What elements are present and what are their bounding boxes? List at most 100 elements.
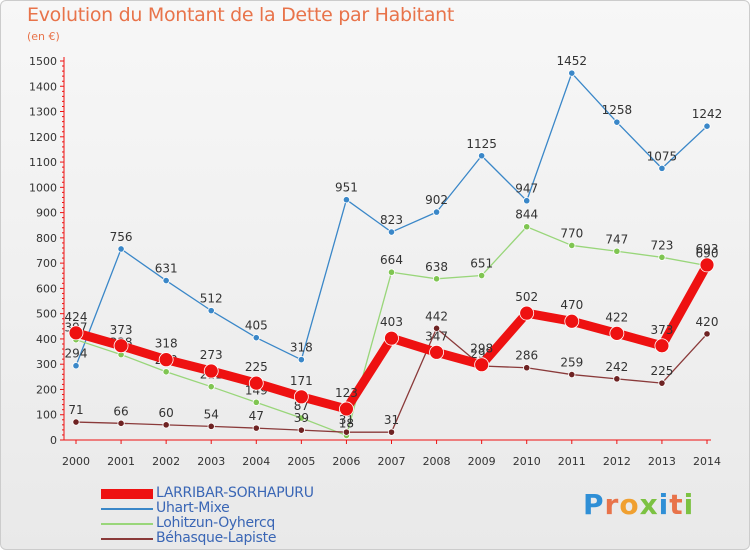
data-label-b-hasque-lapiste: 71 (68, 403, 83, 417)
y-tick-label: 900 (36, 207, 57, 220)
legend-swatch (101, 489, 153, 499)
data-point-larribar-sorhapuru (429, 344, 444, 360)
data-point-uhart-mixe (342, 196, 351, 204)
data-point-larribar-sorhapuru (113, 338, 129, 354)
data-point-uhart-mixe (207, 307, 215, 315)
data-point-uhart-mixe (117, 245, 125, 253)
data-label-lohitzun-oyhercq: 690 (696, 247, 719, 261)
y-tick-label: 1300 (29, 106, 57, 119)
y-tick-label: 600 (36, 282, 57, 295)
data-label-b-hasque-lapiste: 31 (384, 413, 399, 427)
data-point-lohitzun-oyhercq (658, 253, 666, 261)
data-point-larribar-sorhapuru (474, 357, 490, 373)
data-point-larribar-sorhapuru (339, 401, 354, 417)
data-label-b-hasque-lapiste: 225 (650, 364, 673, 378)
data-point-b-hasque-lapiste (613, 375, 621, 383)
data-label-lohitzun-oyhercq: 664 (380, 253, 403, 267)
data-label-uhart-mixe: 902 (425, 193, 448, 207)
brand-letter: i (683, 488, 695, 521)
x-tick-label: 2003 (197, 455, 225, 468)
brand-letter: r (604, 488, 620, 521)
data-label-larribar-sorhapuru: 470 (560, 298, 583, 312)
x-tick-label: 2004 (242, 455, 270, 468)
x-tick-label: 2009 (468, 455, 496, 468)
x-tick-label: 2010 (513, 455, 541, 468)
data-point-lohitzun-oyhercq (252, 398, 260, 406)
data-label-b-hasque-lapiste: 60 (159, 406, 174, 420)
data-point-larribar-sorhapuru (203, 363, 219, 379)
x-tick-label: 2014 (693, 455, 721, 468)
legend-label: Béhasque-Lapiste (156, 530, 277, 546)
data-point-uhart-mixe (72, 362, 80, 370)
data-point-b-hasque-lapiste (162, 421, 170, 429)
data-point-uhart-mixe (432, 208, 441, 216)
data-point-uhart-mixe (387, 228, 396, 236)
data-label-larribar-sorhapuru: 347 (425, 329, 448, 343)
data-label-larribar-sorhapuru: 373 (650, 323, 673, 337)
x-tick-label: 2013 (648, 455, 676, 468)
data-label-b-hasque-lapiste: 66 (113, 404, 128, 418)
data-label-larribar-sorhapuru: 225 (245, 360, 268, 374)
data-label-b-hasque-lapiste: 39 (294, 411, 309, 425)
brand-letter: P (583, 488, 605, 521)
y-tick-label: 800 (36, 232, 57, 245)
data-point-larribar-sorhapuru (384, 330, 399, 346)
data-label-larribar-sorhapuru: 171 (290, 374, 313, 388)
data-label-uhart-mixe: 1258 (602, 103, 633, 117)
data-label-larribar-sorhapuru: 422 (605, 310, 628, 324)
data-label-b-hasque-lapiste: 54 (204, 407, 219, 421)
data-label-b-hasque-lapiste: 242 (605, 360, 628, 374)
data-point-uhart-mixe (568, 69, 576, 77)
data-label-uhart-mixe: 294 (65, 347, 88, 361)
data-label-uhart-mixe: 947 (515, 182, 538, 196)
x-tick-label: 2011 (558, 455, 586, 468)
data-point-lohitzun-oyhercq (568, 241, 576, 250)
data-point-b-hasque-lapiste (432, 324, 441, 332)
data-point-larribar-sorhapuru (564, 313, 580, 329)
data-label-larribar-sorhapuru: 693 (696, 242, 719, 256)
data-point-larribar-sorhapuru (609, 325, 625, 341)
data-label-uhart-mixe: 1452 (557, 54, 588, 68)
data-label-lohitzun-oyhercq: 747 (605, 232, 628, 246)
data-point-b-hasque-lapiste (658, 379, 666, 387)
data-label-lohitzun-oyhercq: 770 (560, 226, 583, 240)
data-label-larribar-sorhapuru: 403 (380, 315, 403, 329)
data-point-lohitzun-oyhercq (162, 368, 170, 376)
data-label-b-hasque-lapiste: 442 (425, 309, 448, 323)
data-label-larribar-sorhapuru: 502 (515, 290, 538, 304)
data-point-b-hasque-lapiste (297, 426, 305, 434)
brand-letter: t (669, 488, 684, 521)
y-tick-label: 1200 (29, 131, 57, 144)
y-tick-label: 1100 (29, 156, 57, 169)
data-point-larribar-sorhapuru (248, 375, 264, 391)
data-label-lohitzun-oyhercq: 844 (515, 208, 538, 222)
chart-unit-label: (en €) (27, 30, 60, 43)
data-label-larribar-sorhapuru: 298 (470, 342, 493, 356)
data-label-lohitzun-oyhercq: 638 (425, 260, 448, 274)
y-tick-label: 100 (36, 409, 57, 422)
data-point-uhart-mixe (523, 197, 531, 205)
data-label-uhart-mixe: 1242 (692, 107, 723, 121)
data-label-larribar-sorhapuru: 373 (110, 323, 133, 337)
legend-swatch (101, 508, 153, 510)
data-point-b-hasque-lapiste (703, 330, 711, 338)
data-point-b-hasque-lapiste (568, 370, 576, 379)
data-label-b-hasque-lapiste: 259 (560, 356, 583, 370)
data-label-larribar-sorhapuru: 318 (155, 337, 178, 351)
x-tick-label: 2000 (62, 455, 90, 468)
legend-label: Uhart-Mixe (156, 500, 230, 516)
data-point-lohitzun-oyhercq (432, 275, 441, 283)
data-label-uhart-mixe: 318 (290, 341, 313, 355)
legend-swatch (101, 523, 153, 525)
x-tick-label: 2008 (423, 455, 451, 468)
data-point-lohitzun-oyhercq (478, 271, 486, 280)
y-tick-label: 0 (50, 434, 57, 447)
data-point-b-hasque-lapiste (387, 428, 396, 436)
x-tick-label: 2001 (107, 455, 135, 468)
data-point-larribar-sorhapuru (68, 325, 84, 341)
data-label-uhart-mixe: 405 (245, 319, 268, 333)
data-point-uhart-mixe (162, 276, 170, 285)
data-point-larribar-sorhapuru (654, 338, 670, 354)
data-label-b-hasque-lapiste: 47 (249, 409, 264, 423)
